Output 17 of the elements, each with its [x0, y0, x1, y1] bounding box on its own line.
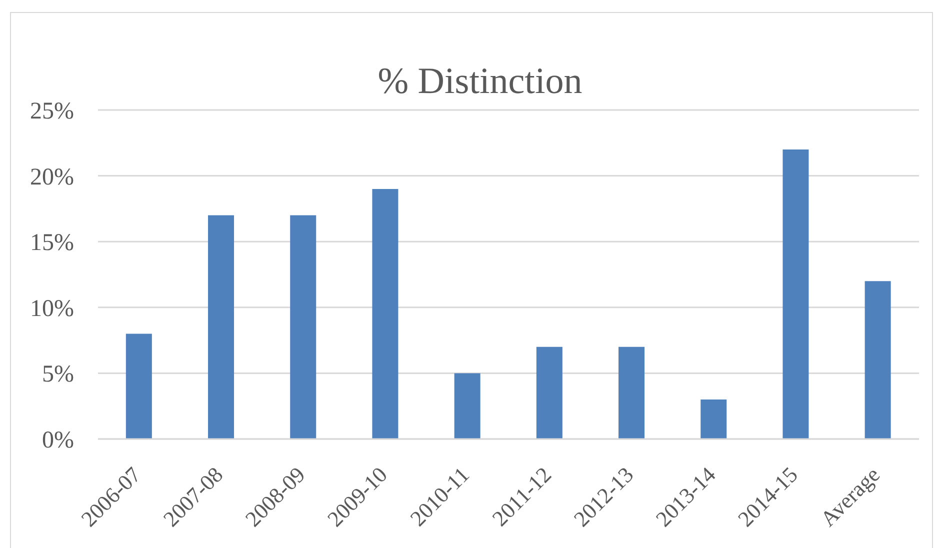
bar	[700, 400, 727, 439]
bar	[454, 373, 480, 439]
bar	[536, 346, 562, 439]
bar	[126, 334, 152, 439]
bar	[864, 281, 891, 439]
y-tick-label: 15%	[30, 230, 74, 256]
y-tick-label: 25%	[30, 98, 74, 125]
bar	[782, 149, 809, 439]
y-tick-label: 0%	[42, 428, 74, 454]
y-tick-label: 10%	[30, 296, 74, 322]
bar	[290, 215, 316, 439]
bar	[208, 215, 234, 439]
y-tick-label: 5%	[42, 362, 74, 388]
bar	[618, 346, 645, 439]
bar	[372, 188, 398, 439]
chart-title: % Distinction	[378, 61, 582, 102]
y-tick-label: 20%	[30, 164, 74, 190]
